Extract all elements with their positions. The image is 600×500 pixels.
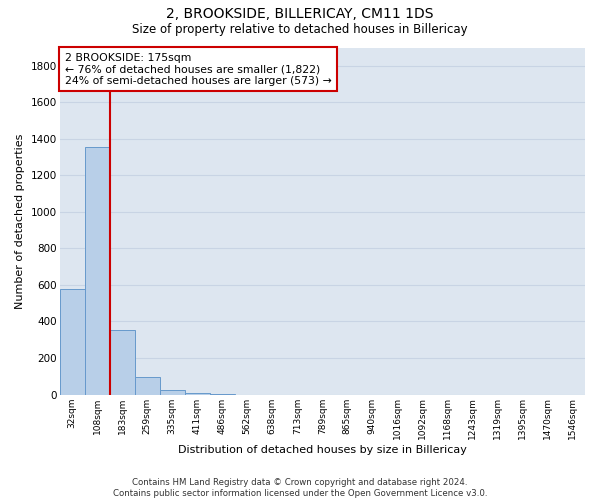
Bar [134,377,160,394]
X-axis label: Distribution of detached houses by size in Billericay: Distribution of detached houses by size … [178,445,467,455]
Text: Contains HM Land Registry data © Crown copyright and database right 2024.
Contai: Contains HM Land Registry data © Crown c… [113,478,487,498]
Bar [160,390,185,394]
Bar [85,147,110,394]
Text: 2, BROOKSIDE, BILLERICAY, CM11 1DS: 2, BROOKSIDE, BILLERICAY, CM11 1DS [166,8,434,22]
Bar [185,392,210,394]
Y-axis label: Number of detached properties: Number of detached properties [15,134,25,308]
Text: Size of property relative to detached houses in Billericay: Size of property relative to detached ho… [132,22,468,36]
Bar [110,330,134,394]
Text: 2 BROOKSIDE: 175sqm
← 76% of detached houses are smaller (1,822)
24% of semi-det: 2 BROOKSIDE: 175sqm ← 76% of detached ho… [65,52,332,86]
Bar [59,288,85,395]
